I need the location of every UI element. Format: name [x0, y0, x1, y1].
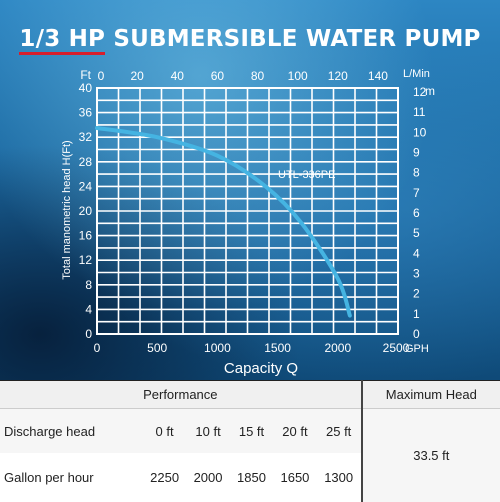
y-tick-label: 40	[79, 81, 93, 95]
max-head-value: 33.5 ft	[362, 409, 500, 502]
x-tick-label: 2000	[324, 341, 351, 355]
table-cell: 25 ft	[317, 409, 362, 454]
table-header-performance: Performance	[0, 381, 362, 409]
top-tick-label: 140	[368, 69, 388, 83]
right-tick-label: 7	[413, 186, 420, 200]
x-tick-label: 0	[94, 341, 101, 355]
y-tick-label: 0	[85, 327, 92, 341]
right-tick-label: 4	[413, 246, 420, 260]
y-tick-label: 36	[79, 106, 93, 120]
top-tick-label: 120	[328, 69, 348, 83]
y-tick-label: 32	[79, 130, 93, 144]
right-tick-label: 8	[413, 166, 420, 180]
table-header-max-head: Maximum Head	[362, 381, 500, 409]
table-cell: 2250	[143, 453, 186, 502]
table-cell: 1300	[317, 453, 362, 502]
right-tick-label: 6	[413, 206, 420, 220]
y-tick-label: 20	[79, 204, 93, 218]
right-tick-label: 10	[413, 125, 427, 139]
right-tick-label: 11	[413, 105, 426, 119]
table-cell: 1650	[273, 453, 316, 502]
y-tick-label: 12	[79, 253, 93, 267]
top-tick-label: 60	[211, 69, 225, 83]
right-tick-label: 3	[413, 267, 420, 281]
chart-grid	[97, 88, 398, 334]
top-tick-label: 80	[251, 69, 265, 83]
right-unit-label: m	[425, 84, 435, 98]
y-tick-label: 4	[85, 302, 92, 316]
right-tick-label: 1	[413, 307, 420, 321]
right-tick-label: 5	[413, 226, 420, 240]
y-tick-label: 28	[79, 155, 93, 169]
performance-table: Performance Maximum Head Discharge head …	[0, 380, 500, 502]
table-cell: 15 ft	[230, 409, 273, 454]
top-tick-label: 20	[130, 69, 144, 83]
top-tick-label: 100	[288, 69, 308, 83]
chart-labels: UTL-336PE Total manometric head H(Ft) Capa…	[61, 140, 335, 377]
top-tick-label: 40	[171, 69, 185, 83]
y-axis-title: Total manometric head H(Ft)	[61, 140, 73, 279]
table-cell: 20 ft	[273, 409, 316, 454]
row-label-gallon: Gallon per hour	[0, 453, 143, 502]
top-tick-label: 0	[98, 69, 105, 83]
x-tick-label: 1000	[204, 341, 231, 355]
row-label-discharge: Discharge head	[0, 409, 143, 454]
table-cell: 1850	[230, 453, 273, 502]
table-cell: 0 ft	[143, 409, 186, 454]
right-tick-label: 9	[413, 146, 420, 160]
x-unit-label: GPH	[405, 343, 429, 355]
table-row-discharge: Discharge head 0 ft 10 ft 15 ft 20 ft 25…	[0, 409, 500, 454]
x-tick-label: 500	[147, 341, 167, 355]
y-tick-label: 8	[85, 278, 92, 292]
top-unit-label: L/Min	[403, 68, 430, 80]
right-tick-label: 0	[413, 327, 420, 341]
series-label: UTL-336PE	[278, 169, 335, 181]
table-cell: 2000	[186, 453, 229, 502]
y-tick-label: 24	[79, 179, 93, 193]
table-cell: 10 ft	[186, 409, 229, 454]
y-unit-label: Ft	[80, 68, 91, 82]
x-tick-label: 1500	[264, 341, 291, 355]
right-tick-label: 2	[413, 287, 420, 301]
y-tick-label: 16	[79, 229, 93, 243]
x-axis-title: Capacity Q	[224, 360, 298, 377]
